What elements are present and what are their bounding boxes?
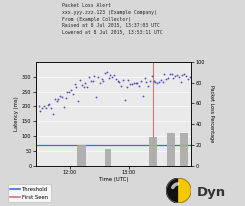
Bar xyxy=(105,149,111,166)
Point xyxy=(166,76,170,79)
Point xyxy=(83,82,87,85)
Point xyxy=(146,84,150,88)
Point xyxy=(162,73,166,76)
Point xyxy=(182,73,186,76)
Point xyxy=(172,76,175,80)
Point xyxy=(123,98,127,102)
Point xyxy=(87,76,91,79)
Point xyxy=(116,80,120,83)
Text: Dyn: Dyn xyxy=(196,186,226,199)
Point xyxy=(82,86,86,89)
Bar xyxy=(149,137,157,166)
Point xyxy=(65,90,69,93)
Point xyxy=(107,76,111,79)
Point xyxy=(132,81,136,84)
Point xyxy=(103,72,107,75)
Point xyxy=(58,95,62,98)
Point xyxy=(121,79,125,82)
Point xyxy=(161,80,165,83)
Point xyxy=(143,77,147,80)
X-axis label: Time (UTC): Time (UTC) xyxy=(98,177,128,182)
Point xyxy=(105,71,109,74)
Point xyxy=(119,84,123,88)
Point xyxy=(51,112,55,115)
Bar xyxy=(77,145,86,166)
Point xyxy=(69,89,73,92)
Point xyxy=(137,84,141,88)
Point xyxy=(159,78,163,81)
Point xyxy=(98,82,102,85)
Point xyxy=(134,82,138,85)
Point xyxy=(60,96,64,99)
Point xyxy=(168,72,172,76)
Point xyxy=(180,73,184,77)
Polygon shape xyxy=(179,178,191,203)
Point xyxy=(112,74,116,77)
Point xyxy=(56,97,60,101)
Point xyxy=(152,80,156,83)
Point xyxy=(101,79,105,82)
Polygon shape xyxy=(167,178,179,203)
Point xyxy=(186,77,190,81)
Point xyxy=(46,103,49,107)
Text: Packet Loss Alert
xxx.yyy.zzz.123 (Example Company)
From (Example Collector)
Rai: Packet Loss Alert xxx.yyy.zzz.123 (Examp… xyxy=(62,3,163,35)
Point xyxy=(62,106,66,109)
Point xyxy=(48,102,51,106)
Point xyxy=(148,79,152,83)
Bar xyxy=(180,132,188,166)
Point xyxy=(53,97,57,101)
Point xyxy=(139,79,143,82)
Point xyxy=(94,95,98,98)
Point xyxy=(78,78,82,82)
Point xyxy=(157,80,161,84)
Point xyxy=(80,83,84,86)
Point xyxy=(91,80,95,83)
Point xyxy=(96,75,100,78)
Point xyxy=(175,74,179,77)
Legend: Threshold, First Seen: Threshold, First Seen xyxy=(8,184,51,202)
Point xyxy=(73,83,76,86)
Point xyxy=(173,75,177,78)
Point xyxy=(44,107,48,110)
Point xyxy=(89,79,93,82)
Point xyxy=(177,76,181,79)
Y-axis label: Latency (ms): Latency (ms) xyxy=(14,96,19,131)
Point xyxy=(128,82,132,85)
Point xyxy=(114,77,118,80)
Point xyxy=(179,80,183,83)
Point xyxy=(150,74,154,77)
Y-axis label: Packet Loss Percentage: Packet Loss Percentage xyxy=(209,85,214,142)
Point xyxy=(40,107,44,110)
Point xyxy=(55,100,59,103)
Point xyxy=(92,74,96,78)
Point xyxy=(188,76,192,79)
Point xyxy=(164,77,168,81)
Point xyxy=(118,80,122,83)
Point xyxy=(42,104,46,108)
Point xyxy=(76,99,80,102)
Point xyxy=(141,95,145,98)
Point xyxy=(170,72,173,75)
Point xyxy=(85,86,89,89)
Point xyxy=(125,85,129,88)
Point xyxy=(145,81,148,84)
Point xyxy=(37,104,41,108)
Bar xyxy=(167,132,175,166)
Point xyxy=(67,90,71,94)
Point xyxy=(49,106,53,109)
Point xyxy=(135,82,139,85)
Point xyxy=(99,78,103,81)
Point xyxy=(74,86,78,89)
Point xyxy=(109,73,112,76)
Point xyxy=(184,74,188,77)
Point xyxy=(155,81,159,84)
Point xyxy=(126,78,130,81)
Point xyxy=(153,81,157,84)
Point xyxy=(38,109,42,112)
Point xyxy=(64,97,68,100)
Point xyxy=(71,92,75,96)
Point xyxy=(110,76,114,79)
Point xyxy=(130,82,134,85)
